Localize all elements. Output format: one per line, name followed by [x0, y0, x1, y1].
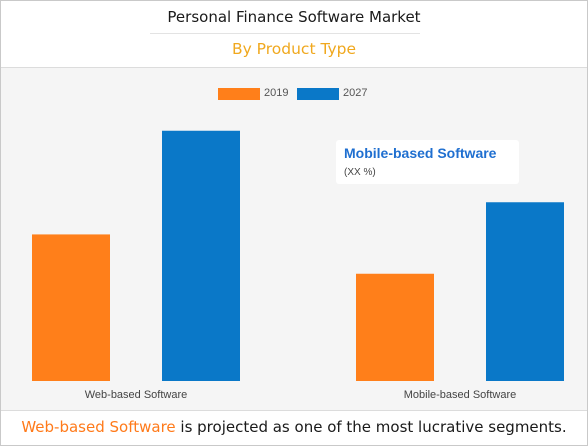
chart-subtitle: By Product Type: [231, 40, 357, 58]
category-label-mobile: Mobile-based Software: [403, 389, 517, 401]
legend-swatch-2027: [297, 88, 339, 100]
annotation-title: Mobile-based Software: [344, 145, 497, 161]
footer-highlight: Web-based Software: [21, 418, 176, 436]
title-divider: [150, 33, 420, 34]
legend-swatch-2019: [218, 88, 260, 100]
legend-label-2027: 2027: [343, 87, 368, 99]
chart-title: Personal Finance Software Market: [167, 8, 421, 26]
bar-2019-web: [32, 234, 110, 381]
category-label-web: Web-based Software: [84, 389, 188, 401]
annotation-callout: Mobile-based Software (XX %): [336, 140, 519, 184]
bar-2027-mobile: [486, 202, 564, 381]
footer-text: is projected as one of the most lucrativ…: [175, 418, 567, 436]
annotation-value: (XX %): [344, 167, 376, 178]
footer-caption: Web-based Software is projected as one o…: [0, 418, 588, 436]
bar-2019-mobile: [356, 273, 434, 381]
legend-label-2019: 2019: [264, 87, 289, 99]
bar-2027-web: [162, 130, 240, 381]
